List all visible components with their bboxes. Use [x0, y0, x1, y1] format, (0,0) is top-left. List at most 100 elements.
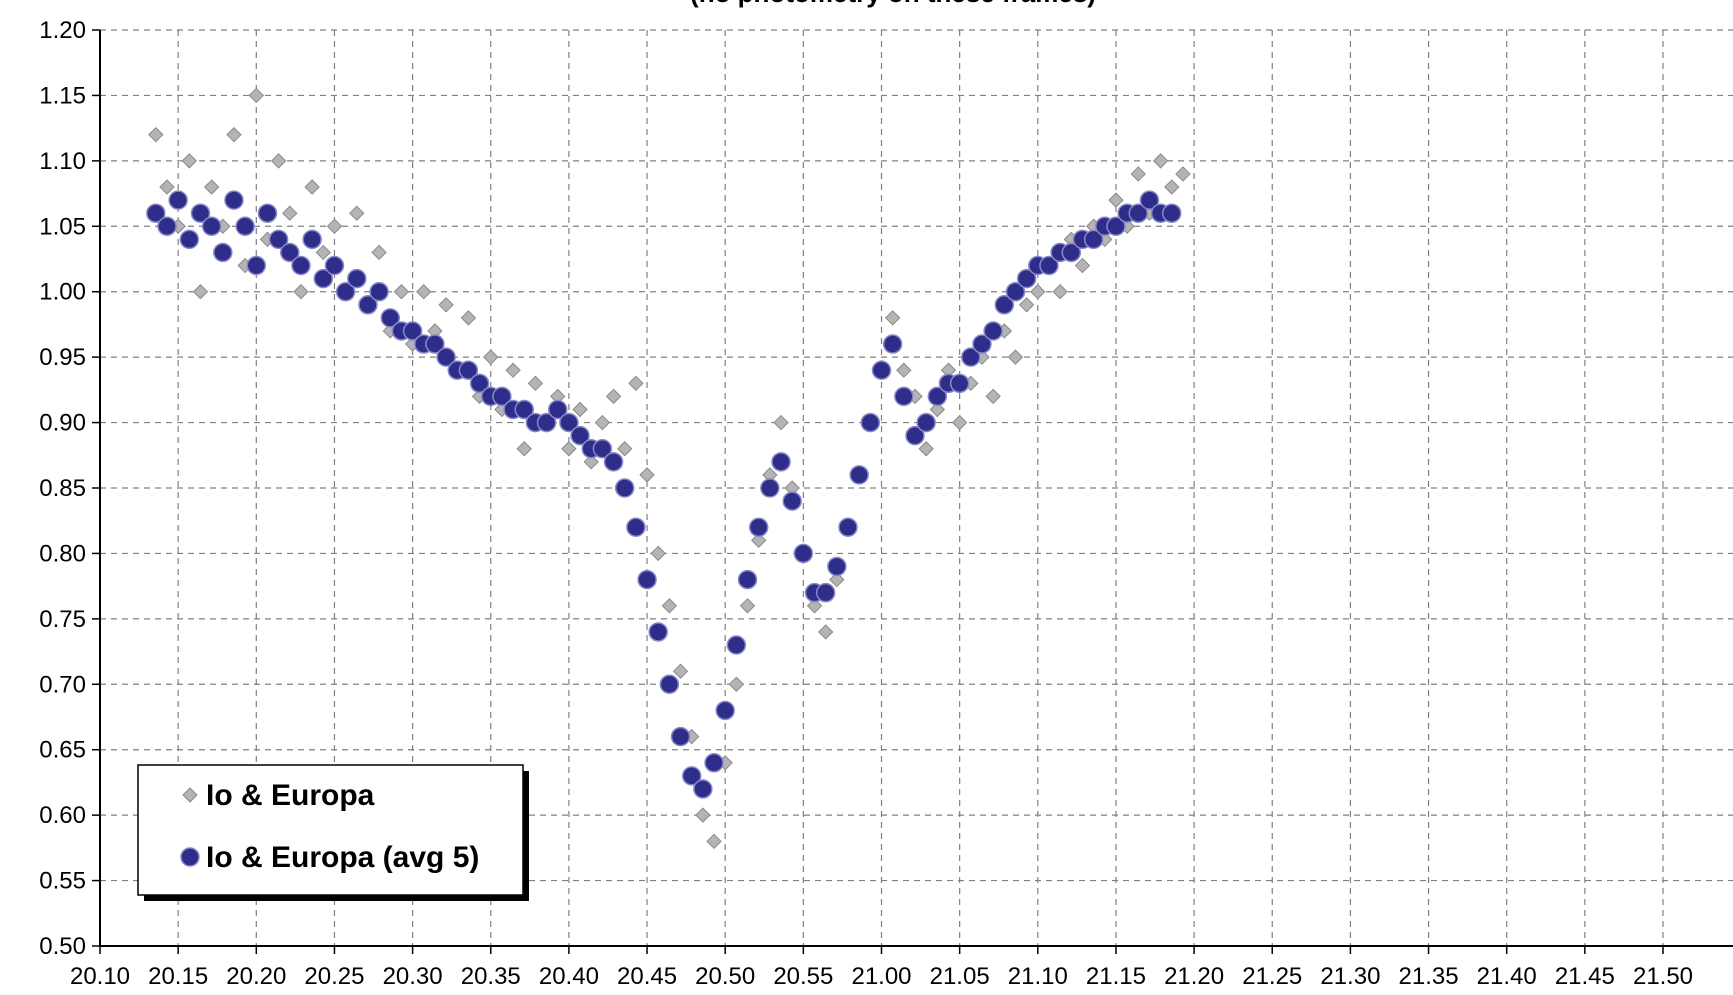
raw-point: [148, 126, 164, 143]
raw-point: [416, 284, 432, 300]
avg-point: [916, 412, 936, 433]
x-tick-label: 21.00: [851, 963, 911, 990]
avg-point: [681, 766, 702, 786]
x-tick-label: 21.45: [1555, 963, 1615, 990]
avg-point: [715, 700, 735, 721]
raw-point: [1130, 166, 1146, 182]
avg-point: [369, 281, 389, 302]
x-tick-label: 20.55: [773, 963, 833, 990]
series-avg: [146, 190, 1182, 799]
y-tick-label: 0.60: [39, 802, 86, 829]
avg-point: [983, 321, 1003, 341]
avg-point: [760, 478, 780, 498]
raw-point: [505, 362, 521, 378]
avg-point: [670, 726, 691, 747]
avg-point: [782, 491, 802, 511]
legend-label: Io & Europa: [206, 779, 375, 812]
avg-point: [771, 452, 791, 472]
avg-point: [972, 334, 992, 354]
y-tick-label: 0.70: [39, 671, 86, 698]
x-tick-label: 21.05: [930, 963, 990, 990]
raw-point: [1152, 153, 1169, 169]
raw-point: [226, 126, 242, 143]
raw-point: [929, 401, 946, 418]
avg-point: [693, 779, 713, 799]
avg-point: [324, 255, 345, 276]
avg-point: [559, 412, 579, 433]
avg-point: [626, 517, 646, 538]
raw-point: [628, 375, 644, 392]
avg-point: [1005, 281, 1026, 302]
raw-point: [527, 375, 544, 392]
avg-point: [492, 386, 512, 407]
axes: 20.10 20.15 20.20 20.25 20.30 20.35 20.40 20.45…: [39, 17, 1733, 990]
raw-point: [583, 454, 599, 470]
raw-point: [315, 244, 331, 261]
x-tick-label: 20.35: [461, 963, 521, 990]
data-points: [146, 87, 1191, 850]
raw-point: [829, 571, 845, 588]
avg-point: [358, 295, 378, 315]
raw-point: [739, 598, 756, 614]
avg-point: [949, 373, 970, 394]
avg-point: [157, 216, 177, 237]
raw-point: [438, 297, 454, 313]
raw-point: [918, 441, 934, 457]
avg-point: [213, 242, 233, 263]
raw-point: [460, 310, 477, 326]
avg-point: [257, 203, 278, 223]
y-tick-label: 0.80: [39, 540, 86, 567]
avg-point: [961, 347, 981, 367]
raw-point: [483, 349, 499, 365]
avg-point: [1106, 216, 1126, 237]
y-tick-label: 0.75: [39, 606, 86, 633]
y-tick-label: 1.15: [39, 82, 86, 109]
x-tick-label: 21.30: [1320, 963, 1380, 990]
avg-point: [994, 295, 1015, 315]
x-tick-label: 21.25: [1242, 963, 1302, 990]
raw-point: [1007, 349, 1024, 365]
avg-point: [871, 360, 892, 380]
avg-point: [536, 412, 557, 433]
raw-point: [806, 598, 823, 614]
avg-point: [313, 268, 334, 289]
y-tick-label: 1.10: [39, 148, 86, 175]
raw-point: [706, 833, 722, 850]
avg-point: [726, 635, 747, 655]
raw-point: [1030, 284, 1046, 300]
avg-point: [335, 281, 356, 302]
x-tick-label: 21.40: [1477, 963, 1537, 990]
avg-point: [1061, 242, 1082, 263]
avg-point: [737, 569, 758, 590]
raw-point: [817, 624, 834, 640]
avg-point: [648, 622, 668, 642]
x-tick-label: 21.20: [1164, 963, 1224, 990]
avg-point: [849, 465, 869, 485]
avg-point: [190, 203, 211, 223]
y-tick-label: 0.50: [39, 933, 86, 960]
avg-point: [827, 556, 847, 577]
raw-point: [896, 362, 912, 378]
raw-point: [1052, 284, 1068, 300]
raw-point: [750, 532, 767, 549]
x-tick-label: 21.15: [1086, 963, 1146, 990]
avg-point: [436, 347, 456, 367]
y-tick-label: 0.90: [39, 410, 86, 437]
y-tick-label: 0.85: [39, 475, 86, 502]
raw-point: [393, 284, 410, 300]
raw-point: [594, 414, 611, 431]
avg-point: [882, 334, 903, 354]
raw-point: [695, 807, 711, 823]
legend-box: [137, 764, 524, 896]
avg-point: [280, 242, 300, 263]
avg-point: [201, 216, 222, 237]
raw-point: [1018, 297, 1035, 313]
avg-point: [224, 190, 244, 210]
avg-point: [793, 543, 814, 564]
avg-point: [1139, 190, 1160, 210]
legend-marker-raw: [182, 787, 198, 803]
avg-point: [570, 425, 590, 446]
raw-point: [1108, 192, 1124, 208]
avg-point: [838, 517, 858, 538]
